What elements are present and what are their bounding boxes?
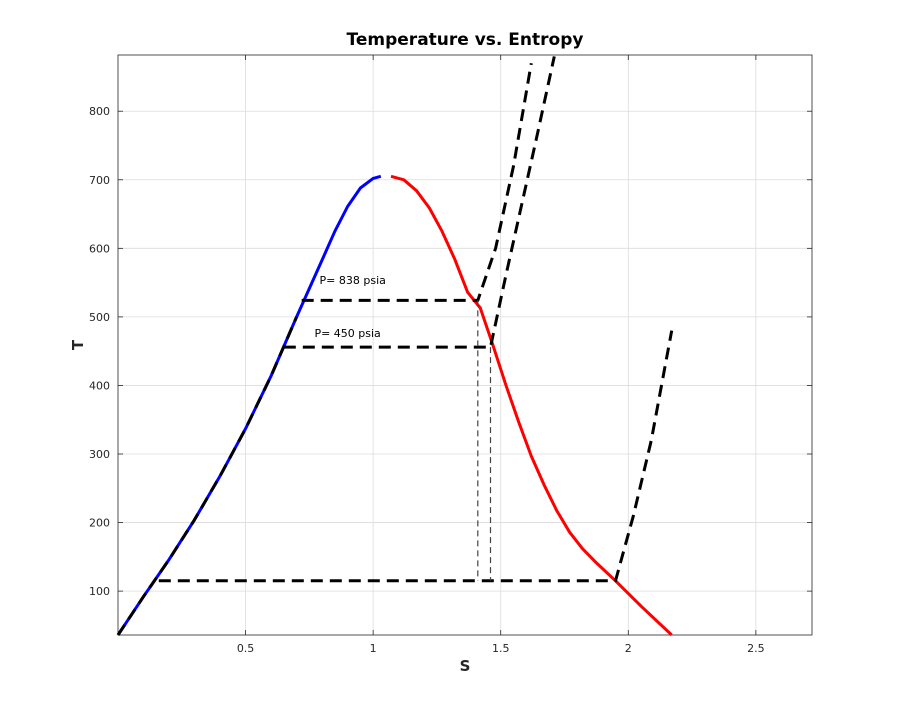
series-layer	[116, 56, 674, 637]
y-tick-label: 100	[89, 585, 110, 598]
grid	[118, 55, 812, 635]
x-axis-label: S	[460, 657, 471, 675]
y-tick-label: 200	[89, 517, 110, 530]
x-tick-label: 2.5	[747, 642, 765, 655]
y-tick-label: 700	[89, 174, 110, 187]
x-tick-label: 1.5	[492, 642, 510, 655]
ticks: 0.5 1 1.5 2 2.5 100 200 300 400 500 600 700 800	[89, 55, 812, 655]
annotations: P= 838 psia P= 450 psia	[314, 274, 385, 340]
series-isobar-450	[283, 56, 556, 349]
y-tick-label: 500	[89, 311, 110, 324]
series-isobar-838	[301, 62, 533, 302]
y-tick-label: 400	[89, 379, 110, 392]
x-tick-label: 1	[370, 642, 377, 655]
y-tick-label: 300	[89, 448, 110, 461]
pressure-annotation: P= 838 psia	[320, 274, 386, 287]
x-tick-label: 0.5	[237, 642, 255, 655]
plot-area	[117, 54, 813, 636]
chart-title: Temperature vs. Entropy	[347, 30, 584, 50]
pressure-annotation: P= 450 psia	[314, 327, 380, 340]
series-liquid-line-dashed	[116, 316, 298, 636]
y-axis-label: T	[69, 339, 87, 350]
series-saturated-liquid	[116, 174, 382, 636]
y-tick-label: 800	[89, 105, 110, 118]
series-condenser-line	[158, 330, 674, 583]
series-saturated-vapor	[390, 174, 673, 637]
x-tick-label: 2	[625, 642, 632, 655]
y-tick-label: 600	[89, 242, 110, 255]
